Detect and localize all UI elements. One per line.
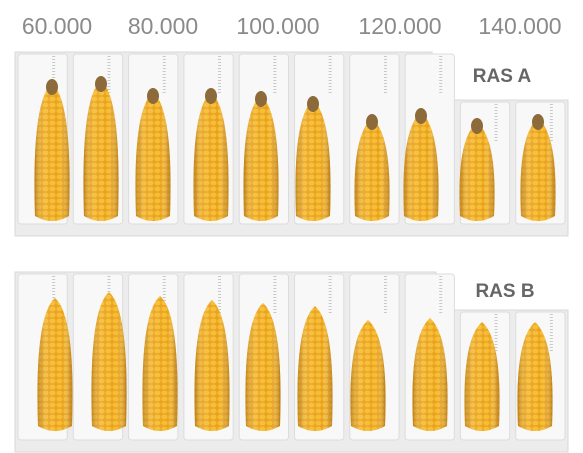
cob-shade — [245, 303, 281, 431]
header-label: 60.000 — [22, 13, 92, 39]
cob-shade — [142, 296, 178, 431]
cob-tip — [46, 79, 58, 95]
cob-shade — [517, 322, 553, 431]
cob-shade — [412, 318, 448, 431]
header-label: 120.000 — [358, 13, 441, 39]
cob-tip — [255, 91, 267, 107]
row-label: RAS A — [473, 66, 532, 87]
cob-tip — [95, 76, 107, 92]
row-label: RAS B — [475, 281, 534, 302]
cob-shade — [520, 118, 556, 221]
cob-shade — [350, 320, 386, 431]
cob-tip — [471, 118, 483, 134]
cob-shade — [135, 92, 171, 221]
cob-shade — [354, 118, 390, 221]
cob-shade — [243, 95, 279, 221]
cob-shade — [459, 122, 495, 221]
cob-tip — [532, 114, 544, 130]
cob-shade — [464, 322, 500, 431]
cob-shade — [83, 80, 119, 221]
cob-tip — [307, 96, 319, 112]
cob-tip — [205, 88, 217, 104]
cob-shade — [91, 292, 127, 431]
cob-shade — [295, 100, 331, 221]
cob-shade — [34, 83, 70, 221]
cob-shade — [194, 300, 230, 431]
cob-tip — [147, 88, 159, 104]
header-label: 140.000 — [478, 13, 561, 39]
header-label: 100.000 — [236, 13, 319, 39]
cob-shade — [37, 298, 73, 431]
cob-shade — [193, 92, 229, 221]
header-label: 80.000 — [128, 13, 198, 39]
cob-shade — [403, 112, 439, 221]
cob-tip — [366, 114, 378, 130]
cob-tip — [415, 108, 427, 124]
labels: 60.000 80.000 100.000 120.000 140.000 RA… — [22, 13, 562, 302]
trays — [14, 51, 569, 453]
cob-shade — [297, 306, 333, 431]
